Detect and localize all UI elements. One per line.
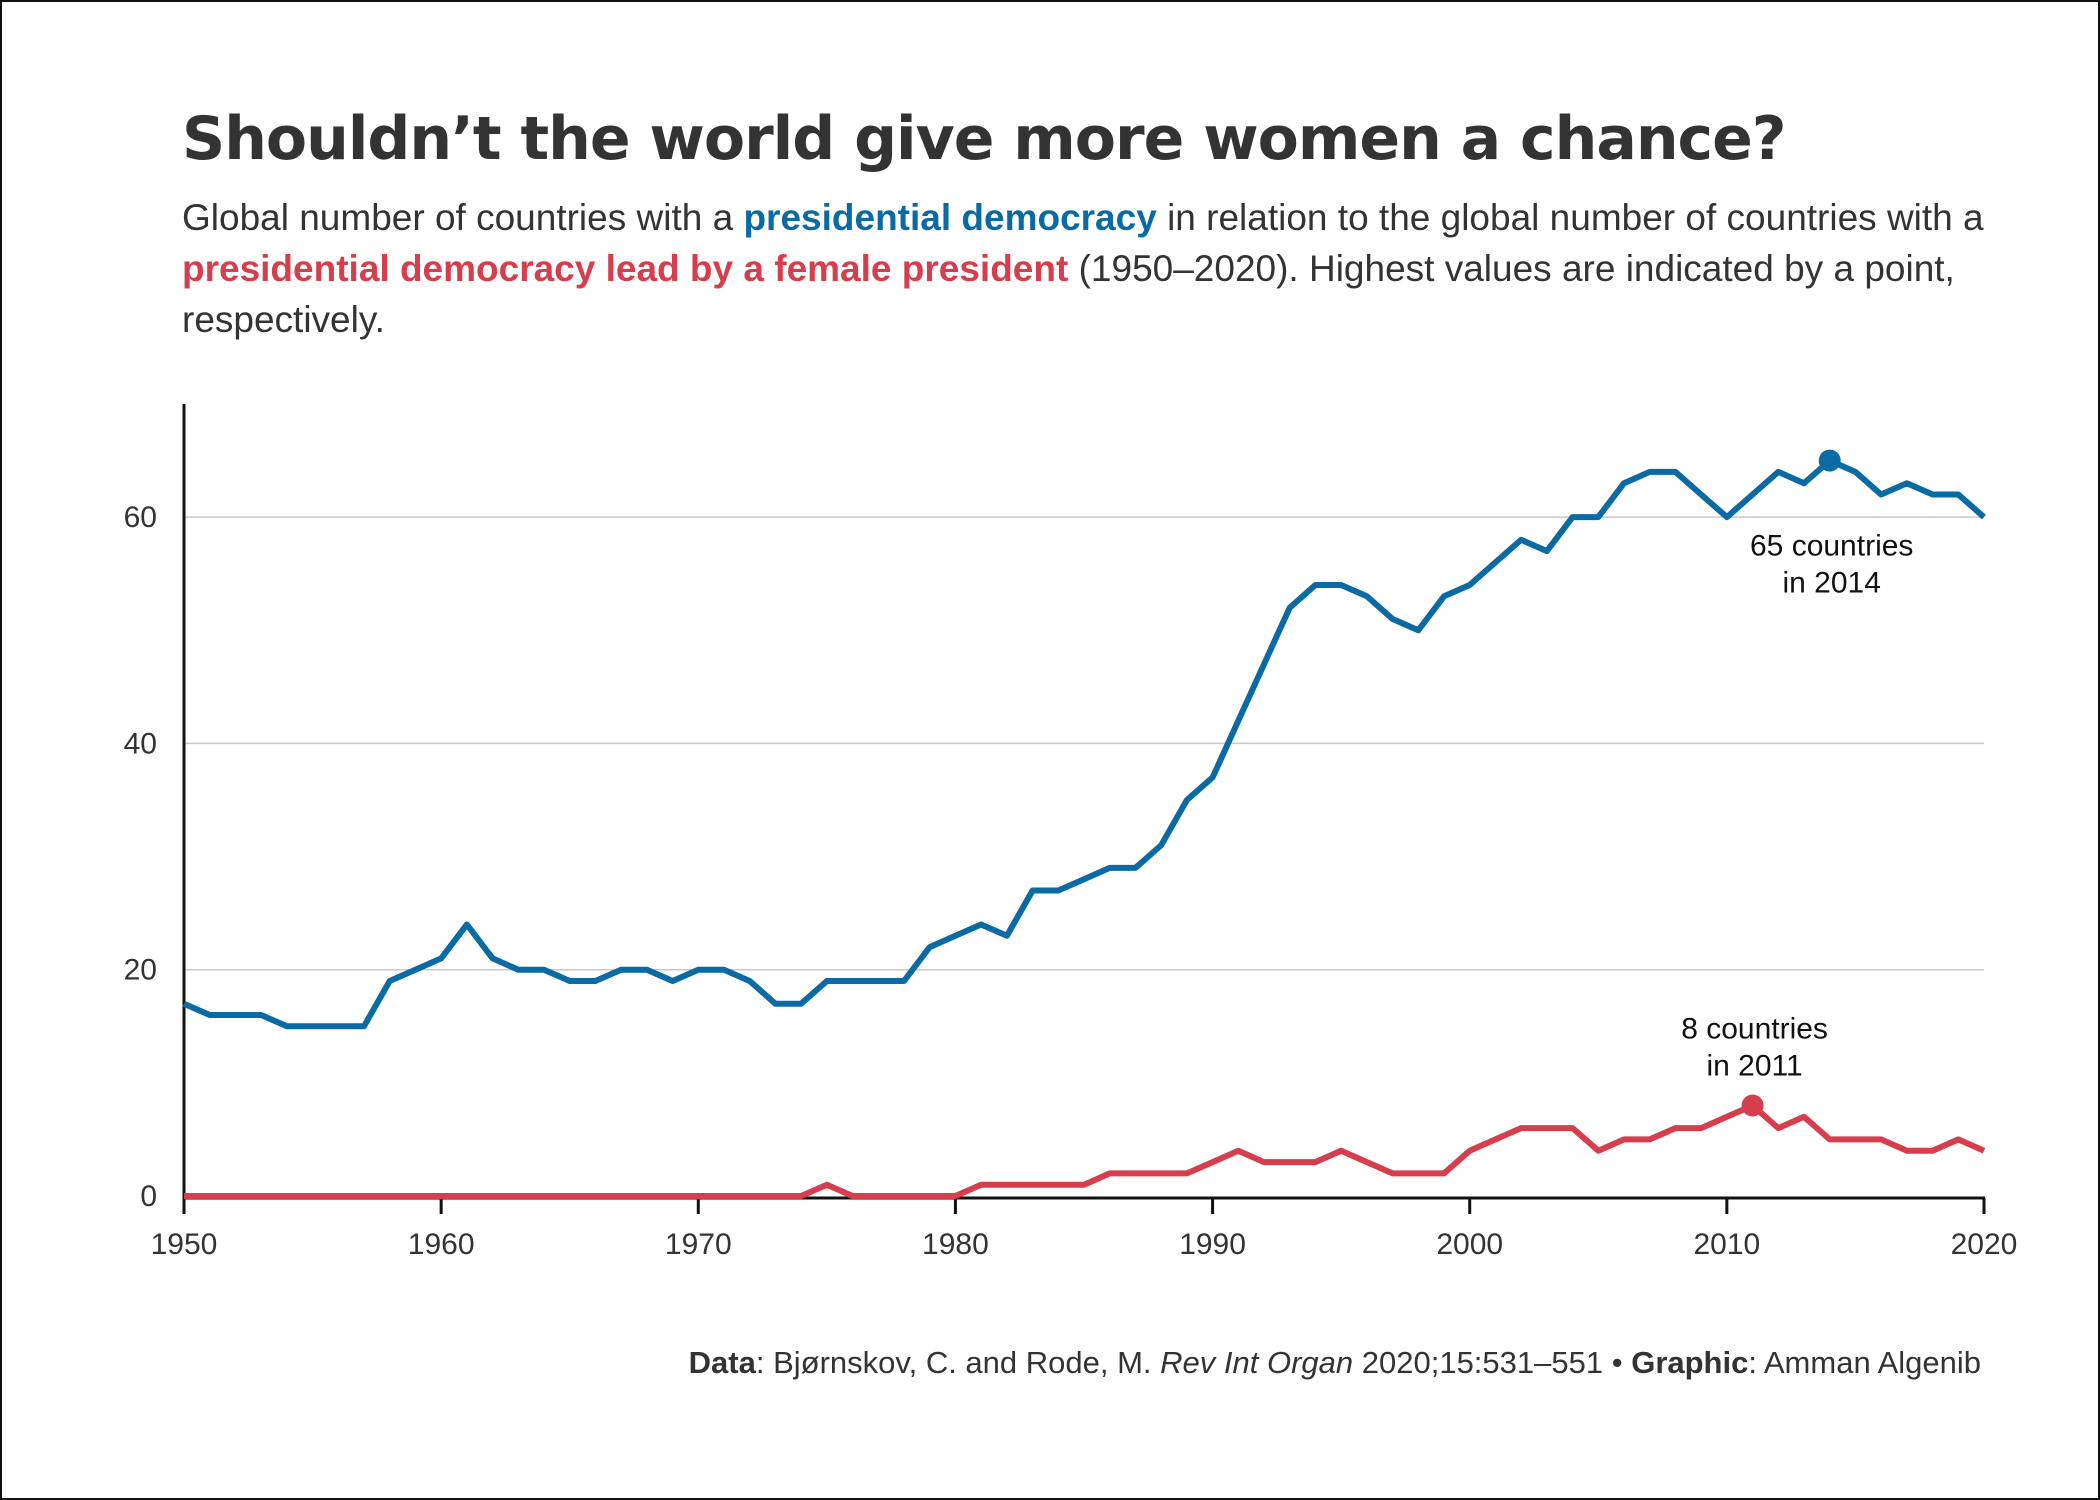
caption-graphic-label: Graphic xyxy=(1631,1345,1749,1380)
x-tick-label-1960: 1960 xyxy=(408,1228,475,1261)
chart-subtitle: Global number of countries with a presid… xyxy=(182,192,2032,345)
max-annotation-line2: in 2011 xyxy=(1706,1049,1802,1082)
subtitle-text-1: Global number of countries with a xyxy=(182,197,744,238)
y-tick-label-20: 20 xyxy=(124,954,157,987)
source-caption: Data: Bjørnskov, C. and Rode, M. Rev Int… xyxy=(689,1345,1981,1381)
x-tick-label-2010: 2010 xyxy=(1693,1228,1760,1261)
caption-citation: 2020;15:531–551 xyxy=(1353,1345,1604,1380)
max-annotation-line1: 8 countries xyxy=(1681,1012,1828,1045)
y-tick-label-40: 40 xyxy=(124,727,157,760)
y-tick-label-0: 0 xyxy=(140,1180,157,1213)
max-point-marker xyxy=(1818,449,1841,472)
x-tick-label-1990: 1990 xyxy=(1179,1228,1246,1261)
caption-journal: Rev Int Organ xyxy=(1160,1345,1354,1380)
subtitle-text-3: (1950–2020). Highest values are indicate… xyxy=(182,248,1955,340)
x-tick-label-1970: 1970 xyxy=(665,1228,732,1261)
max-annotation-line1: 65 countries xyxy=(1750,530,1913,563)
series-line-female-president-democracies xyxy=(184,1102,1986,1199)
caption-graphic-text: : Amman Algenib xyxy=(1748,1345,1981,1380)
max-annotation-line2: in 2014 xyxy=(1782,567,1880,600)
caption-data-label: Data xyxy=(688,1345,756,1380)
x-tick-label-2000: 2000 xyxy=(1436,1228,1503,1261)
y-tick-label-60: 60 xyxy=(124,501,157,534)
x-tick-label-1950: 1950 xyxy=(151,1228,218,1261)
subtitle-highlight-red: presidential democracy lead by a female … xyxy=(182,248,1069,289)
subtitle-highlight-blue: presidential democracy xyxy=(743,197,1157,238)
series-line-presidential-democracies xyxy=(182,457,1986,1030)
subtitle-text-2: in relation to the global number of coun… xyxy=(1156,197,1984,238)
caption-separator: • xyxy=(1603,1345,1632,1380)
caption-data-text: : Bjørnskov, C. and Rode, M. xyxy=(755,1345,1161,1380)
max-point-marker xyxy=(1741,1094,1764,1117)
x-tick-label-2020: 2020 xyxy=(1951,1228,2018,1261)
chart-title: Shouldn’t the world give more women a ch… xyxy=(182,104,1787,174)
x-tick-label-1980: 1980 xyxy=(922,1228,989,1261)
